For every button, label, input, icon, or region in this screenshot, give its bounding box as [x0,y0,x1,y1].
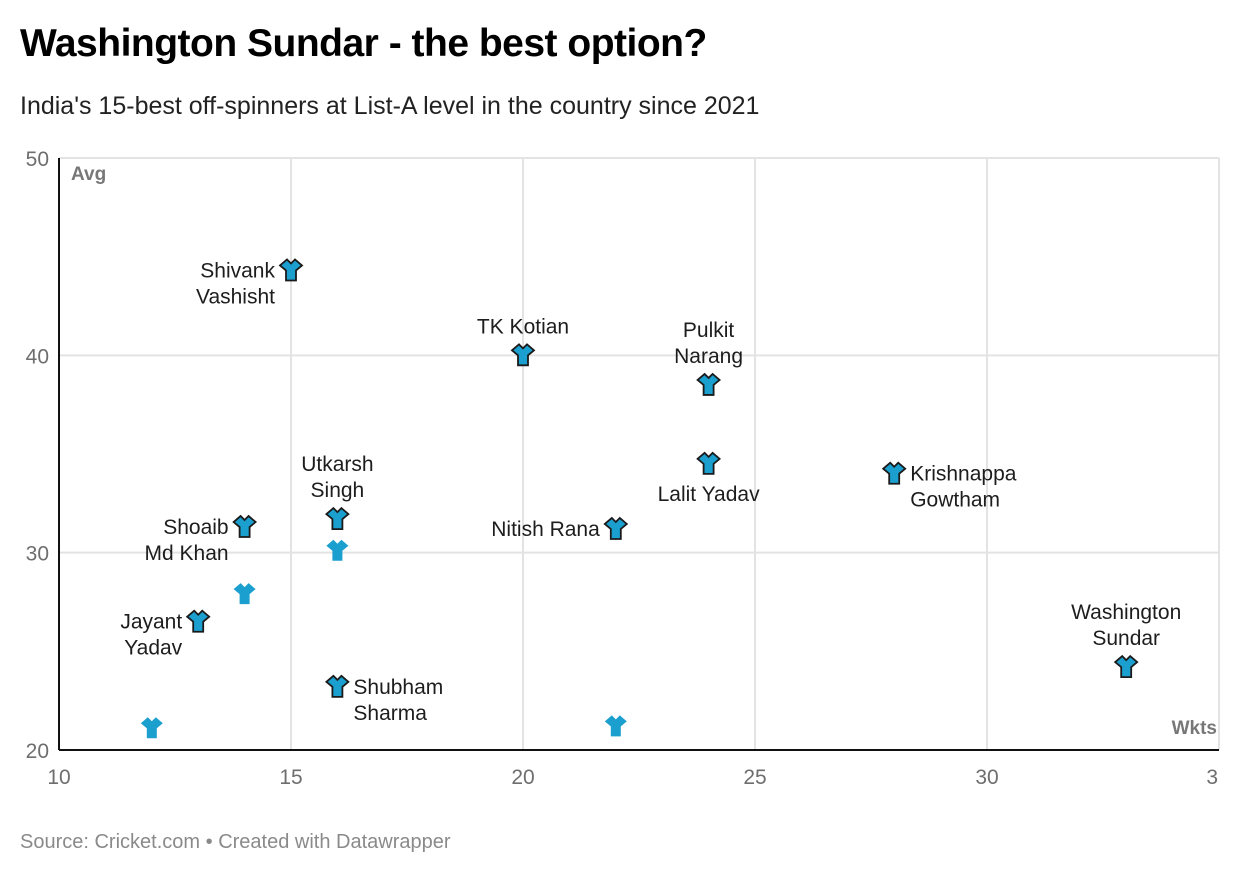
chart-subtitle: India's 15-best off-spinners at List-A l… [20,92,760,120]
x-axis-title: Wkts [1172,718,1217,739]
point-label-line: Yadav [124,637,182,660]
point-labels: Shivank Vashisht TK Kotian Pulkit Narang Lali… [120,259,1181,724]
y-axis-title: Avg [71,164,106,185]
point-label-line: Shoaib [163,516,228,539]
x-tick-label: 25 [743,766,766,789]
source-text: Source: Cricket.com [20,831,201,853]
point-label: Shivank Vashisht [196,259,275,308]
x-tick-label: 30 [975,766,998,789]
point-label-line: Utkarsh [301,453,373,476]
data-point-marker [326,539,349,561]
y-tick-label: 30 [26,543,49,566]
point-label: Shubham Sharma [353,676,443,725]
data-point-marker [603,516,629,540]
data-point-marker [696,372,721,396]
data-point-marker [278,258,304,282]
point-label-line: Jayant [120,611,182,634]
footer-separator: • [205,831,213,853]
chart-title: Washington Sundar - the best option? [20,22,707,65]
data-point-marker [185,609,211,633]
point-label-line: Pulkit [683,319,735,342]
data-point-marker [140,717,163,739]
point-label: Nitish Rana [491,518,600,541]
data-point-marker [325,506,350,531]
point-label: Krishnappa Gowtham [910,463,1017,512]
point-label-line: TK Kotian [477,315,569,338]
x-tick-label: 10 [47,766,70,789]
point-label-line: Sundar [1092,627,1160,650]
y-tick-label: 40 [26,345,49,368]
data-point-marker [696,451,721,475]
x-tick-label: 20 [511,766,534,789]
y-tick-label: 50 [26,148,49,171]
tick-labels: 20 30 40 50 10 15 20 25 30 3 [26,148,1218,789]
point-label: Lalit Yadav [658,483,760,506]
point-label-line: Washington [1071,601,1181,624]
data-point-marker [325,674,350,698]
y-tick-label: 20 [26,740,49,763]
point-label-line: Narang [674,345,743,368]
point-label-line: Krishnappa [910,463,1017,486]
data-point-marker [233,583,256,605]
data-point-marker [232,514,257,538]
data-point-marker [510,343,536,367]
point-label: Jayant Yadav [120,611,182,660]
x-tick-label: 3 [1206,766,1218,789]
point-label-line: Vashisht [196,285,275,308]
point-label-line: Md Khan [145,542,229,565]
x-tick-label: 15 [279,766,302,789]
point-label-line: Shivank [200,259,275,282]
footer: Source: Cricket.com • Created with Dataw… [20,831,451,854]
grid-lines [59,157,1220,750]
data-point-marker [881,461,907,485]
data-points [140,258,1139,739]
data-point-marker [1113,654,1139,679]
point-label: Shoaib Md Khan [145,516,229,565]
data-point-marker [604,715,627,737]
point-label: Utkarsh Singh [301,453,373,502]
point-label-line: Nitish Rana [491,518,600,541]
credit-text: Created with Datawrapper [218,831,451,853]
point-label-line: Lalit Yadav [658,483,760,506]
point-label: TK Kotian [477,315,569,338]
point-label-line: Gowtham [910,489,1000,512]
point-label-line: Sharma [353,702,427,725]
point-label-line: Singh [311,479,365,502]
point-label: Washington Sundar [1071,601,1181,650]
point-label: Pulkit Narang [674,319,743,368]
point-label-line: Shubham [353,676,443,699]
axes [58,158,1219,751]
